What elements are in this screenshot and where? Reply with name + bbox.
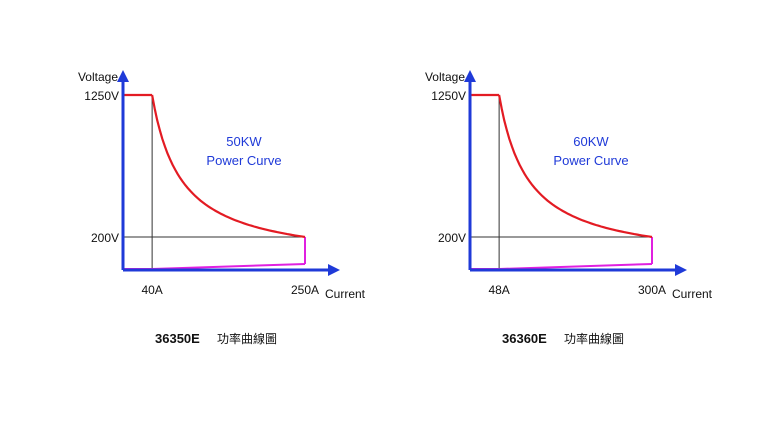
chart-title-line-0: 50KW [226,134,262,149]
chart-title-line-1: Power Curve [553,153,628,168]
y-tick-label-0: 200V [91,231,119,245]
y-axis-arrow-1 [464,70,476,82]
bottom-curve-0 [152,263,306,270]
x-tick-label-0: 250A [291,283,319,297]
power-curve-1 [470,93,653,239]
caption-text-0: 功率曲線圖 [217,331,277,346]
x-tick-label-1: 300A [638,283,666,297]
caption-model-1: 36360E [502,331,547,346]
x-axis-title-0: Current [325,287,366,301]
y-tick-label-1: 200V [438,231,466,245]
chart-title-line-1: 60KW [573,134,609,149]
x-axis-arrow-0 [328,264,340,276]
x-tick-label-0: 40A [141,283,162,297]
x-tick-label-1: 48A [488,283,509,297]
y-tick-label-1: 1250V [431,89,466,103]
caption-model-0: 36350E [155,331,200,346]
caption-text-1: 功率曲線圖 [564,331,624,346]
y-tick-label-0: 1250V [84,89,119,103]
y-axis-arrow-0 [117,70,129,82]
power-curve-0 [123,93,306,239]
x-axis-arrow-1 [675,264,687,276]
bottom-curve-1 [499,263,653,270]
chart-title-line-0: Power Curve [206,153,281,168]
x-axis-title-1: Current [672,287,713,301]
y-axis-title-1: Voltage [425,70,465,84]
y-axis-title-0: Voltage [78,70,118,84]
